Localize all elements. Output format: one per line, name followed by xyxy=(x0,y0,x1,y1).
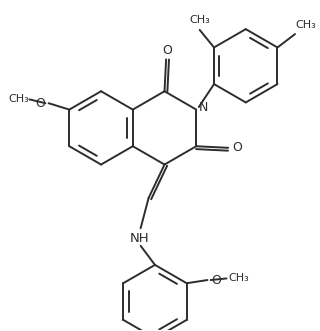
Text: CH₃: CH₃ xyxy=(8,94,29,104)
Text: O: O xyxy=(212,273,221,287)
Text: O: O xyxy=(162,44,172,57)
Text: N: N xyxy=(199,102,208,115)
Text: O: O xyxy=(232,141,242,154)
Text: O: O xyxy=(35,97,44,110)
Text: NH: NH xyxy=(130,232,150,245)
Text: CH₃: CH₃ xyxy=(228,273,249,283)
Text: CH₃: CH₃ xyxy=(189,15,210,25)
Text: CH₃: CH₃ xyxy=(296,20,316,30)
